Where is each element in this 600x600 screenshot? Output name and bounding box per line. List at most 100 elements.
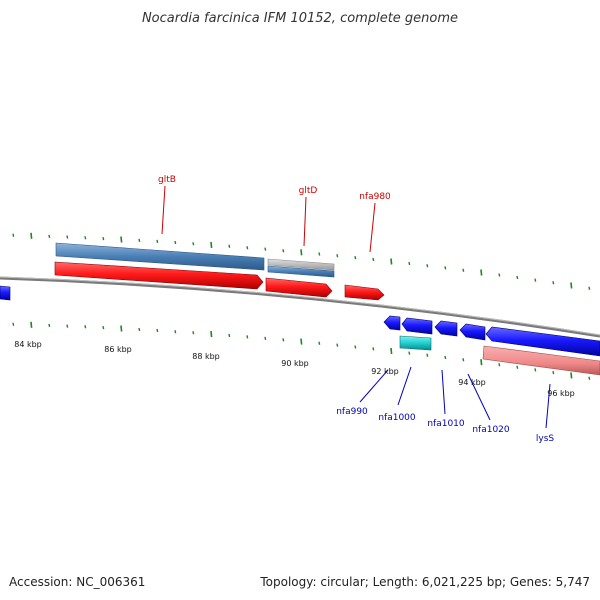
outer-tick (120, 236, 123, 243)
outer-tick (138, 238, 141, 243)
inner-tick (462, 358, 465, 362)
accession-text: Accession: NC_006361 (9, 575, 146, 589)
inner-tick (264, 336, 267, 341)
tick-label-96: 96 kbp (547, 389, 575, 398)
inner-tick (282, 338, 285, 342)
reverse-gene-labels: nfa990 nfa1000 nfa1010 nfa1020 lysS (336, 366, 555, 444)
outer-tick (408, 261, 411, 266)
outer-tick (390, 258, 393, 265)
inner-tick (84, 325, 87, 329)
tick-label-92: 92 kbp (371, 367, 399, 376)
tick-track-inner (12, 321, 591, 380)
outer-tick (282, 249, 285, 253)
outer-tick (372, 257, 375, 262)
inner-tick (174, 330, 177, 334)
outer-tick (30, 232, 33, 239)
outer-tick (588, 286, 591, 290)
outer-tick (300, 249, 303, 256)
inner-tick (336, 343, 339, 347)
outer-tick (192, 242, 195, 246)
reverse-cds-track (383, 315, 600, 357)
inner-tick (102, 325, 105, 330)
gene-label-gltB[interactable]: gltB (158, 175, 176, 185)
gene-label-nfa1010[interactable]: nfa1010 (427, 419, 465, 429)
leader-gltD (303, 196, 307, 247)
inner-tick (552, 370, 555, 375)
feature-band-gltB[interactable] (55, 242, 265, 271)
outer-tick (66, 235, 69, 239)
leader-nfa990 (359, 369, 389, 403)
tick-label-86: 86 kbp (104, 345, 132, 354)
outer-tick (12, 233, 15, 237)
outer-tick (264, 247, 267, 251)
feature-band-gltD-grey[interactable] (267, 258, 335, 271)
cds-arrow-gltD[interactable] (265, 277, 333, 298)
outer-tick (156, 239, 159, 244)
inner-tick (372, 347, 375, 351)
inner-tick (246, 335, 249, 339)
outer-tick (174, 240, 177, 245)
gene-label-nfa1020[interactable]: nfa1020 (472, 425, 510, 435)
gene-label-nfa990[interactable]: nfa990 (336, 407, 368, 417)
cds-arrow-nfa1000[interactable] (401, 317, 433, 335)
inner-tick (120, 325, 123, 332)
inner-tick (570, 372, 573, 379)
inner-tick (498, 363, 501, 367)
inner-tick (588, 376, 591, 380)
cds-arrow-nfa1010[interactable] (434, 320, 458, 337)
feature-band-gltD-blue[interactable] (267, 265, 335, 278)
cds-arrow-gltB[interactable] (54, 261, 264, 290)
inner-tick (12, 322, 15, 326)
outer-tick (318, 252, 321, 256)
leader-nfa1010 (441, 369, 446, 415)
forward-cds-track (54, 261, 385, 301)
genome-backbone (0, 276, 600, 338)
tick-label-90: 90 kbp (281, 359, 309, 368)
inner-tick (30, 321, 33, 328)
genome-stats-text: Topology: circular; Length: 6,021,225 bp… (260, 575, 590, 589)
inner-tick (354, 345, 357, 349)
gene-label-lysS[interactable]: lysS (536, 434, 555, 444)
leader-nfa1020 (467, 373, 491, 421)
inner-tick (516, 365, 519, 369)
outer-tick (336, 254, 339, 258)
feature-cyan-nfa1000[interactable] (399, 335, 432, 351)
inner-tick (408, 351, 411, 355)
outer-tick (426, 264, 429, 268)
cds-arrow-lysS[interactable] (485, 326, 600, 357)
leader-lysS (545, 383, 551, 429)
tick-track-outer (12, 232, 591, 290)
outer-tick (498, 273, 501, 277)
genome-backbone-highlight (0, 276, 600, 336)
inner-tick (228, 333, 231, 338)
cds-arrow-left-edge[interactable] (0, 285, 11, 301)
outer-tick (48, 234, 51, 239)
inner-tick (300, 338, 303, 345)
cds-arrow-nfa1020[interactable] (459, 323, 486, 341)
inner-tick (156, 328, 159, 333)
outer-tick (102, 236, 105, 241)
gene-label-nfa1000[interactable]: nfa1000 (378, 413, 416, 423)
feature-band-upper (55, 242, 335, 278)
outer-tick (570, 282, 573, 289)
outer-tick (534, 278, 537, 282)
cds-arrow-nfa980[interactable] (344, 284, 385, 301)
outer-tick (552, 281, 555, 285)
gene-label-gltD[interactable]: gltD (299, 186, 318, 196)
gene-label-nfa980[interactable]: nfa980 (359, 192, 391, 202)
leader-nfa980 (369, 202, 376, 253)
inner-tick (444, 355, 447, 360)
leader-gltB (161, 185, 166, 235)
outer-tick (462, 268, 465, 272)
outer-tick (84, 236, 87, 240)
outer-tick (210, 241, 213, 248)
inner-tick (66, 324, 69, 328)
outer-tick (354, 255, 357, 260)
leader-nfa1000 (397, 366, 412, 406)
inner-tick (390, 347, 393, 355)
forward-gene-labels: gltB gltD nfa980 (158, 175, 391, 253)
feature-pink-lysS[interactable] (482, 345, 600, 376)
cds-arrow-nfa990[interactable] (383, 315, 401, 331)
inner-tick (192, 331, 195, 335)
